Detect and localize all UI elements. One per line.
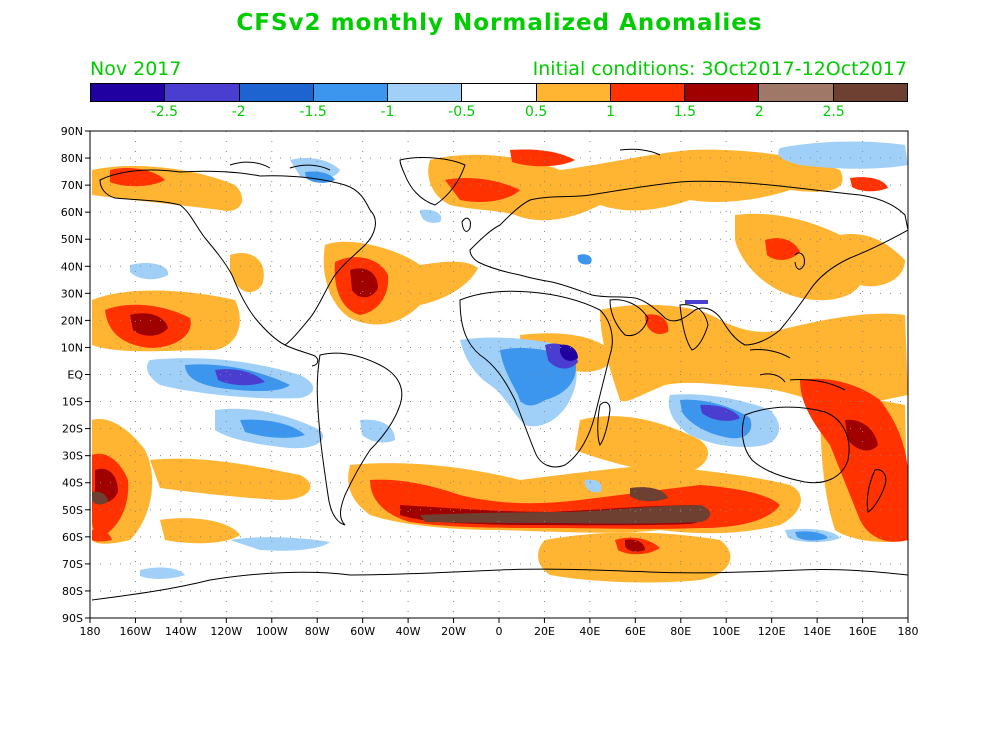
anomaly-shading — [92, 141, 908, 583]
colorbar-box — [313, 84, 389, 101]
latitude-label: 70S — [62, 558, 83, 571]
coastlines — [91, 148, 908, 601]
latitude-label: 60N — [61, 206, 83, 219]
colorbar-label: -2 — [231, 104, 246, 120]
longitude-label: 60E — [625, 625, 646, 638]
axis-ticks — [85, 130, 909, 623]
latitude-label: 90S — [62, 612, 83, 625]
longitude-label: 40W — [396, 625, 421, 638]
colorbar-box — [388, 84, 463, 101]
colorbar-label: -2.5 — [150, 104, 179, 120]
longitude-label: 140E — [803, 625, 831, 638]
colorbar-label: 1 — [606, 104, 615, 120]
colorbar-label: -1 — [380, 104, 395, 120]
longitude-label: 160W — [120, 625, 152, 638]
longitude-label: 160E — [849, 625, 877, 638]
longitude-label: 140W — [165, 625, 197, 638]
colorbar-label: -1.5 — [299, 104, 327, 120]
latitude-label: 90N — [61, 125, 83, 138]
latitude-label: 20N — [61, 314, 83, 327]
colorbar-box — [165, 84, 240, 101]
longitude-label: 80E — [670, 625, 691, 638]
longitude-label: 180 — [80, 625, 101, 638]
colorbar-box — [239, 84, 314, 101]
latitude-label: 10N — [61, 341, 83, 354]
forecast-month: Nov 2017 — [90, 58, 182, 80]
initial-conditions: Initial conditions: 3Oct2017-12Oct2017 — [532, 58, 907, 80]
longitude-label: 100E — [712, 625, 740, 638]
latitude-label: 10S — [62, 396, 83, 409]
latitude-label: 30S — [62, 450, 83, 463]
latitude-label: 50N — [61, 233, 83, 246]
longitude-label: 40E — [579, 625, 600, 638]
latitude-label: 40S — [62, 477, 83, 490]
latitude-label: 60S — [62, 531, 83, 544]
latitude-label: 70N — [61, 179, 83, 192]
colorbar — [90, 83, 908, 102]
chart-title: CFSv2 monthly Normalized Anomalies — [236, 10, 763, 36]
colorbar-box — [759, 84, 834, 101]
colorbar-label: 1.5 — [673, 104, 697, 120]
longitude-label: 120W — [210, 625, 242, 638]
longitude-label: 60W — [350, 625, 375, 638]
colorbar-box — [685, 84, 760, 101]
colorbar-box — [462, 84, 537, 101]
longitude-label: 100W — [256, 625, 288, 638]
longitude-labels: 180 160W 140W 120W 100W 80W 60W 40W 20W 0 20E 40E 60… — [80, 625, 919, 638]
longitude-label: 20E — [534, 625, 555, 638]
latitude-label: 40N — [61, 260, 83, 273]
latitude-label: 80N — [61, 152, 83, 165]
colorbar-label: 0.5 — [525, 104, 548, 120]
latitude-label: 80S — [62, 585, 83, 598]
colorbar-label: 2.5 — [822, 104, 845, 120]
colorbar-label: -0.5 — [448, 104, 476, 120]
latitude-label: 50S — [62, 504, 83, 517]
colorbar-box — [610, 84, 686, 101]
colorbar-box — [536, 84, 611, 101]
latitude-labels: 90N 80N 70N 60N 50N 40N 30N 20N 10N EQ 10S 20S 30S 40… — [61, 125, 84, 625]
longitude-label: 120E — [758, 625, 786, 638]
latitude-label: EQ — [67, 369, 83, 382]
latitude-label: 20S — [62, 423, 83, 436]
longitude-label: 0 — [496, 625, 503, 638]
longitude-label: 20W — [441, 625, 466, 638]
longitude-label: 180 — [898, 625, 919, 638]
latitude-label: 30N — [61, 287, 83, 300]
colorbar-box — [833, 84, 907, 101]
longitude-label: 80W — [305, 625, 330, 638]
colorbar-box — [91, 84, 166, 101]
colorbar-label: 2 — [754, 104, 764, 120]
